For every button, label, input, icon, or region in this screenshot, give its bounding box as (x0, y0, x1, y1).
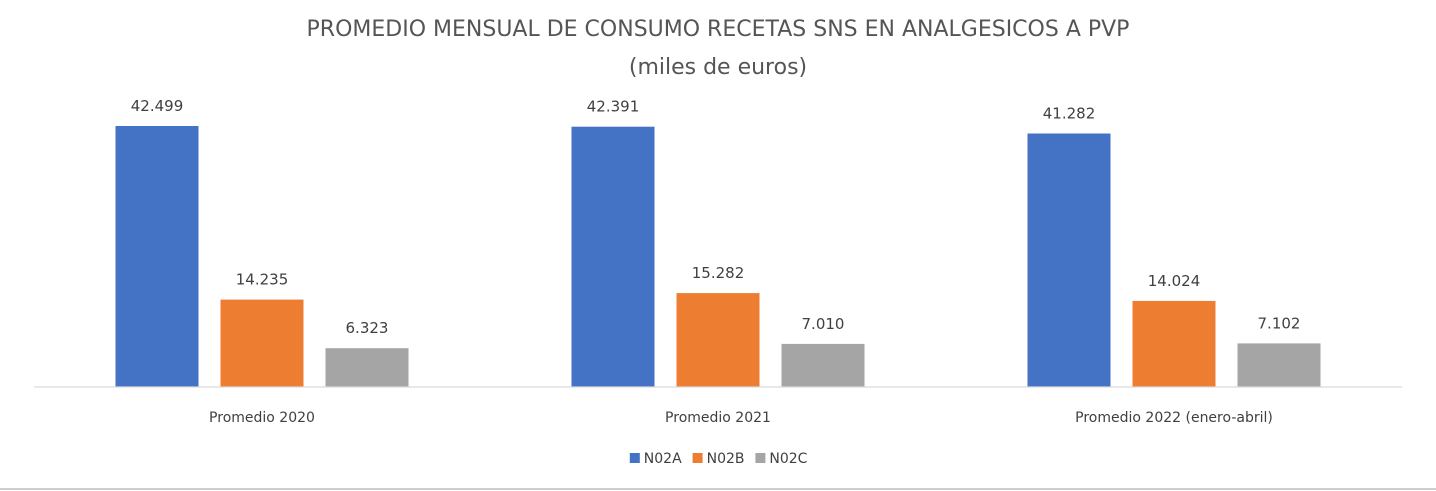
bar-n02c-1 (325, 348, 409, 387)
data-label-n02b-1: 14.235 (236, 271, 289, 289)
bar-n02c-2 (781, 343, 865, 387)
bar-n02b-3 (1132, 300, 1216, 387)
data-label-n02a-2: 42.391 (587, 98, 640, 116)
bar-n02b-1 (220, 299, 304, 387)
data-label-n02a-3: 41.282 (1043, 105, 1096, 123)
legend: N02A N02B N02C (629, 451, 808, 467)
legend-label-n02a: N02A (644, 451, 682, 467)
legend-label-n02c: N02C (769, 451, 807, 467)
chart-title-group: PROMEDIO MENSUAL DE CONSUMO RECETAS SNS … (307, 17, 1130, 80)
category-label-3: Promedio 2022 (enero-abril) (1075, 410, 1273, 426)
data-label-n02b-2: 15.282 (692, 264, 745, 282)
data-label-n02c-3: 7.102 (1258, 314, 1301, 332)
legend-label-n02b: N02B (707, 451, 745, 467)
data-label-n02c-2: 7.010 (802, 315, 845, 333)
bar-n02c-3 (1237, 343, 1321, 387)
legend-swatch-n02c (755, 453, 766, 463)
category-label-2: Promedio 2021 (665, 410, 771, 426)
bar-n02b-2 (676, 293, 760, 387)
legend-swatch-n02a (629, 453, 640, 463)
data-label-n02c-1: 6.323 (346, 319, 389, 337)
chart-subtitle: (miles de euros) (629, 55, 807, 80)
bar-n02a-1 (115, 126, 199, 387)
bar-n02a-3 (1027, 133, 1111, 387)
category-label-1: Promedio 2020 (209, 410, 315, 426)
data-label-n02b-3: 14.024 (1148, 272, 1201, 290)
data-label-n02a-1: 42.499 (131, 97, 184, 115)
plot-area: 42.499 14.235 6.323 42.391 15.282 7.010 41.282… (115, 97, 1321, 387)
bar-n02a-2 (571, 126, 655, 387)
chart-title: PROMEDIO MENSUAL DE CONSUMO RECETAS SNS … (307, 17, 1130, 42)
legend-swatch-n02b (692, 453, 703, 463)
category-labels: Promedio 2020 Promedio 2021 Promedio 2022 … (209, 410, 1273, 426)
